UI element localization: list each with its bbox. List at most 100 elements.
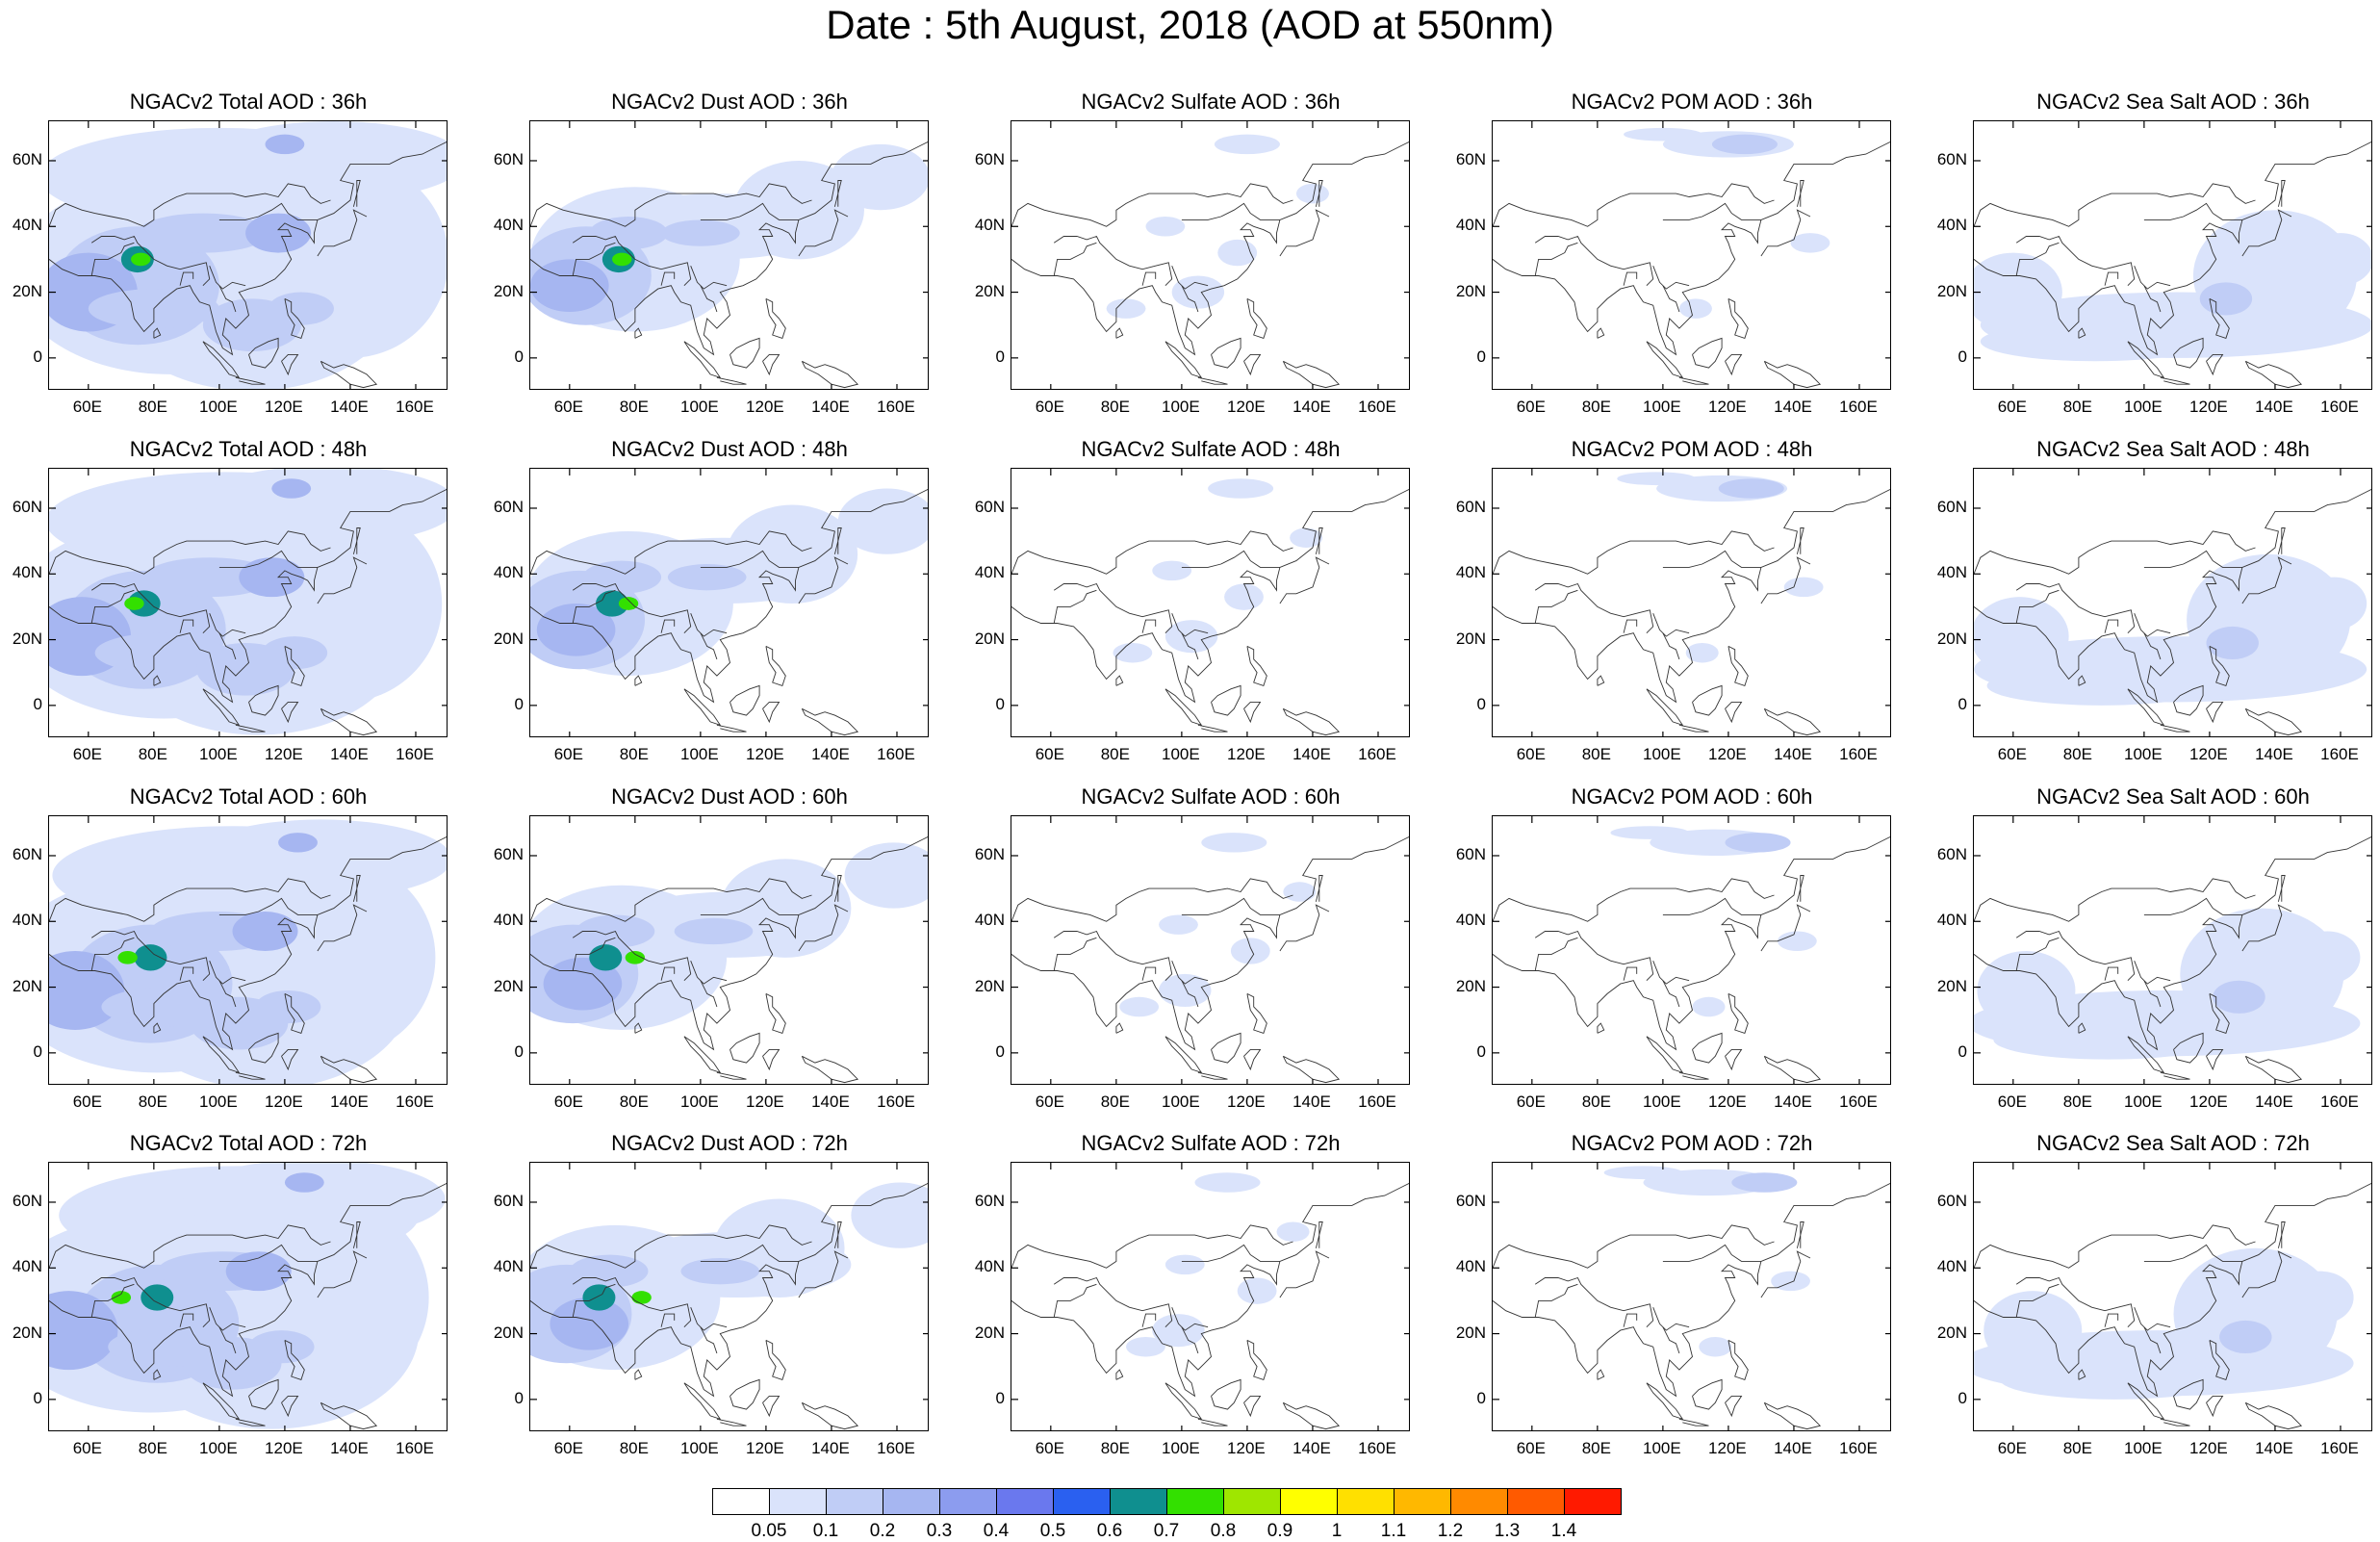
lon-tick-label: 140E bbox=[1292, 1092, 1331, 1111]
aod-field-patch bbox=[631, 1291, 652, 1304]
lat-tick-label: 0 bbox=[995, 1388, 1005, 1407]
lat-tick-label: 40N bbox=[12, 563, 42, 582]
panel-title: NGACv2 Sulfate AOD : 72h bbox=[1081, 1131, 1341, 1155]
coastline bbox=[1282, 1055, 1341, 1084]
coastline bbox=[660, 1313, 676, 1327]
coastline bbox=[317, 904, 368, 952]
map-panel bbox=[1011, 1162, 1410, 1431]
lon-tick-label: 140E bbox=[1292, 1439, 1331, 1457]
coastline bbox=[1623, 1313, 1638, 1327]
lon-tick-label: 60E bbox=[1516, 1439, 1546, 1457]
lat-tick-label: 60N bbox=[1455, 149, 1486, 168]
lat-tick-label: 40N bbox=[974, 911, 1005, 930]
lon-tick-label: 120E bbox=[2189, 1092, 2228, 1111]
coastline bbox=[2206, 353, 2224, 376]
coastline bbox=[1053, 242, 1097, 276]
coastline bbox=[798, 209, 849, 257]
coastline bbox=[2078, 675, 2086, 686]
colorbar-swatch bbox=[1564, 1488, 1622, 1515]
lat-tick-label: 60N bbox=[974, 1191, 1005, 1210]
aod-field-patch bbox=[117, 951, 138, 964]
aod-field-patch bbox=[1171, 275, 1225, 309]
coastline bbox=[530, 835, 928, 1051]
lon-tick-label: 120E bbox=[2189, 1439, 2228, 1457]
coastline bbox=[1053, 937, 1097, 971]
aod-field-patch bbox=[674, 917, 754, 945]
coastline bbox=[2015, 589, 2060, 624]
aod-field-patch bbox=[1145, 217, 1186, 237]
lon-tick-label: 160E bbox=[2320, 745, 2359, 763]
coastline bbox=[2143, 1326, 2162, 1354]
lon-tick-label: 80E bbox=[619, 1439, 649, 1457]
lat-tick-label: 20N bbox=[493, 629, 524, 648]
lon-tick-label: 140E bbox=[330, 398, 369, 416]
aod-field-patch bbox=[2088, 993, 2141, 1020]
coastline bbox=[2160, 1418, 2190, 1426]
coastline bbox=[729, 1032, 760, 1064]
coastline bbox=[572, 242, 616, 276]
coastline bbox=[716, 1418, 747, 1426]
lon-tick-label: 60E bbox=[1997, 745, 2027, 763]
coastline bbox=[281, 353, 299, 376]
coastline bbox=[1181, 980, 1199, 1008]
aod-field-patch bbox=[2288, 1271, 2354, 1324]
lat-tick-label: 60N bbox=[493, 1191, 524, 1210]
lon-tick-label: 120E bbox=[746, 1092, 784, 1111]
lat-tick-label: 0 bbox=[995, 694, 1005, 713]
coastline bbox=[1197, 1418, 1228, 1426]
coastline bbox=[1181, 1326, 1199, 1354]
lon-tick-label: 100E bbox=[1643, 1092, 1681, 1111]
lat-tick-label: 40N bbox=[1936, 911, 1967, 930]
coastline bbox=[1692, 337, 1723, 369]
coastline bbox=[2143, 202, 2242, 220]
coastline bbox=[660, 271, 676, 286]
coastline bbox=[209, 613, 246, 637]
aod-field-patch bbox=[1290, 527, 1323, 548]
colorbar-swatch bbox=[996, 1488, 1054, 1515]
coastline bbox=[1760, 904, 1811, 952]
lat-tick-label: 60N bbox=[1936, 1191, 1967, 1210]
lat-tick-label: 40N bbox=[493, 911, 524, 930]
coastline bbox=[765, 297, 786, 339]
lon-tick-label: 80E bbox=[1100, 398, 1130, 416]
coastline bbox=[530, 488, 928, 704]
coastline bbox=[1725, 701, 1743, 724]
coastline bbox=[1315, 180, 1323, 207]
aod-field-patch bbox=[2000, 1359, 2230, 1400]
coastline bbox=[218, 1244, 318, 1262]
lon-tick-label: 100E bbox=[1162, 1092, 1200, 1111]
panel-title: NGACv2 Dust AOD : 60h bbox=[611, 784, 848, 809]
lon-tick-label: 140E bbox=[330, 745, 369, 763]
lat-tick-label: 60N bbox=[12, 497, 42, 516]
aod-map-seasalt bbox=[1974, 121, 2371, 389]
colorbar-label: 0.2 bbox=[869, 1521, 896, 1541]
aod-field-patch bbox=[720, 859, 852, 958]
aod-field-patch bbox=[680, 1258, 760, 1285]
colorbar-swatch bbox=[712, 1488, 770, 1515]
map-panel bbox=[1492, 1162, 1891, 1431]
colorbar-label: 1.4 bbox=[1550, 1521, 1577, 1541]
coastline bbox=[833, 875, 842, 902]
lon-tick-label: 60E bbox=[1035, 398, 1064, 416]
coastline bbox=[1646, 688, 1684, 727]
coastline bbox=[2277, 527, 2286, 554]
coastline bbox=[530, 878, 812, 922]
lat-tick-label: 40N bbox=[12, 911, 42, 930]
coastline bbox=[1534, 937, 1578, 971]
coastline bbox=[49, 1182, 447, 1398]
lon-tick-label: 60E bbox=[1997, 398, 2027, 416]
coastline bbox=[2209, 992, 2230, 1034]
coastline bbox=[572, 930, 692, 982]
coastline bbox=[2241, 556, 2292, 604]
coastline bbox=[352, 1221, 361, 1248]
coastline bbox=[683, 341, 722, 379]
coastline bbox=[1243, 1048, 1262, 1071]
lat-tick-label: 20N bbox=[1455, 976, 1486, 995]
coastline bbox=[1727, 297, 1749, 339]
lat-tick-label: 40N bbox=[1936, 1257, 1967, 1276]
coastline bbox=[1725, 353, 1743, 376]
coastline bbox=[660, 966, 676, 981]
lat-tick-label: 0 bbox=[33, 694, 42, 713]
coastline bbox=[179, 1313, 194, 1327]
